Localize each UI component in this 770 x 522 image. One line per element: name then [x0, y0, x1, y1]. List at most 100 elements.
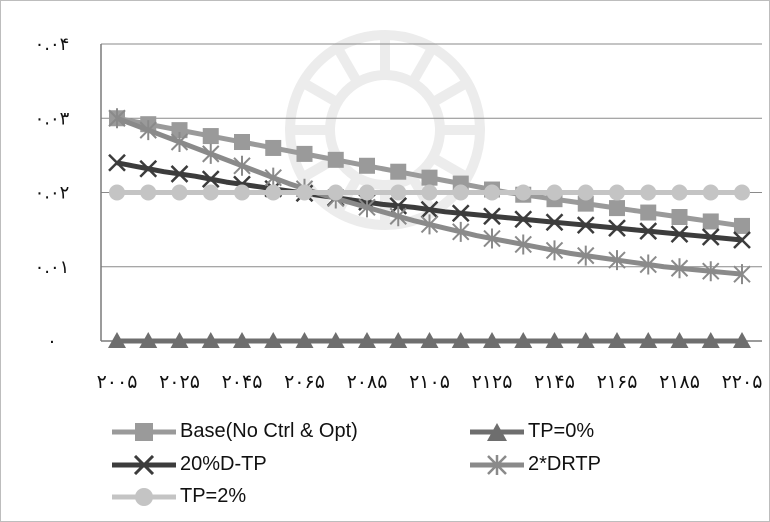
legend-item-tp0: TP=0% — [470, 420, 594, 443]
y-tick-label: ۰.۰۳ — [35, 108, 70, 129]
legend-swatch-asterisk-icon — [470, 454, 524, 475]
data-point-x — [545, 213, 564, 232]
x-tick-label: ۲۰۸۵ — [347, 371, 388, 393]
data-point-asterisk — [420, 214, 439, 235]
data-point-circle — [452, 184, 469, 201]
data-point-asterisk — [702, 261, 720, 282]
data-point-asterisk — [452, 221, 470, 242]
data-point-triangle — [608, 332, 626, 348]
data-point-circle — [640, 184, 657, 201]
data-point-triangle — [201, 332, 220, 348]
x-tick-label: ۲۱۲۵ — [472, 371, 513, 393]
data-point-circle — [546, 184, 563, 201]
data-point-triangle — [233, 332, 251, 348]
data-point-x — [483, 207, 501, 226]
data-point-asterisk — [170, 132, 189, 153]
data-point-asterisk — [233, 155, 251, 176]
data-point-x — [701, 228, 720, 246]
data-point-triangle — [545, 332, 564, 348]
data-point-triangle — [108, 332, 126, 348]
legend-swatch-square-icon — [112, 422, 176, 441]
data-point-square — [327, 151, 344, 168]
legend-label: Base(No Ctrl & Opt) — [180, 420, 358, 442]
data-point-circle — [171, 184, 188, 201]
data-point-x — [420, 200, 439, 219]
data-point-circle — [327, 184, 344, 201]
data-point-square — [577, 195, 594, 212]
y-tick-label: ۰.۰۲ — [35, 183, 70, 204]
data-point-triangle — [514, 332, 533, 348]
data-point-circle — [515, 184, 532, 201]
legend-item-20d-tp: 20%D-TP — [112, 453, 267, 476]
data-point-asterisk — [264, 167, 282, 188]
data-point-circle — [202, 184, 219, 201]
data-point-triangle — [733, 332, 751, 348]
data-point-asterisk — [483, 228, 501, 249]
data-point-circle — [577, 184, 594, 201]
x-tick-label: ۲۰۶۵ — [284, 371, 325, 393]
data-point-x — [639, 222, 658, 240]
x-tick-label: ۲۱۴۵ — [534, 371, 575, 393]
data-point-square — [171, 122, 188, 139]
data-point-x — [608, 219, 626, 238]
data-point-triangle — [639, 332, 658, 348]
data-point-circle — [702, 184, 719, 201]
data-point-asterisk — [358, 197, 376, 218]
data-point-triangle — [451, 332, 470, 348]
x-tick-label: ۲۱۶۵ — [597, 371, 638, 393]
x-tick-label: ۲۱۸۵ — [659, 371, 700, 393]
legend-label: TP=0% — [528, 420, 595, 442]
data-point-square — [421, 169, 438, 186]
data-point-asterisk — [108, 108, 126, 129]
legend-item-base: Base(No Ctrl & Opt) — [112, 420, 358, 443]
x-tick-label: ۲۱۰۵ — [409, 371, 450, 393]
data-point-triangle — [264, 332, 283, 348]
data-point-triangle — [326, 332, 345, 348]
data-point-circle — [390, 184, 407, 201]
data-point-asterisk — [608, 250, 626, 271]
data-point-asterisk — [202, 143, 220, 164]
data-point-circle — [265, 184, 282, 201]
data-point-x — [170, 165, 189, 183]
data-point-circle — [234, 184, 250, 201]
legend-label: 20%D-TP — [180, 453, 267, 475]
data-point-asterisk — [389, 206, 407, 227]
data-point-square — [734, 217, 750, 234]
series-TP=0% — [108, 332, 751, 348]
data-point-x — [514, 210, 533, 229]
data-point-square — [640, 204, 657, 221]
data-point-asterisk — [639, 254, 657, 275]
data-point-square — [702, 213, 719, 230]
data-point-triangle — [483, 332, 501, 348]
data-point-circle — [109, 184, 125, 201]
y-axis-tick-labels: ۰ ۰.۰۱ ۰.۰۲ ۰.۰۳ ۰.۰۴ — [35, 34, 70, 352]
x-tick-label: ۲۲۰۵ — [722, 371, 763, 393]
y-tick-label: ۰.۰۱ — [35, 257, 70, 278]
data-point-square — [390, 163, 407, 180]
data-point-x — [451, 204, 470, 223]
data-point-circle — [359, 184, 375, 201]
data-point-triangle — [389, 332, 408, 348]
data-point-square — [609, 200, 625, 217]
data-point-triangle — [701, 332, 720, 348]
data-point-x — [733, 231, 751, 249]
x-axis: ۲۰۰۵ ۲۰۲۵ ۲۰۴۵ ۲۰۶۵ ۲۰۸۵ ۲۱۰۵ ۲۱۲۵ ۲۱۴۵ ۲۱۶۵ ۲۱۸۵… — [97, 371, 763, 393]
data-point-triangle — [670, 332, 689, 348]
y-tick-label: ۰ — [47, 331, 57, 352]
data-point-triangle — [358, 332, 376, 348]
data-point-asterisk — [514, 234, 532, 255]
x-tick-label: ۲۰۰۵ — [97, 371, 138, 393]
data-point-triangle — [139, 332, 158, 348]
data-point-x — [139, 159, 158, 178]
data-point-square — [234, 134, 250, 151]
x-tick-label: ۲۰۲۵ — [159, 371, 200, 393]
legend-label: 2*DRTP — [528, 453, 601, 475]
data-point-circle — [609, 184, 625, 201]
series-TP=2% — [109, 184, 750, 201]
data-point-square — [265, 139, 282, 156]
data-point-circle — [421, 184, 438, 201]
data-point-triangle — [170, 332, 189, 348]
legend-label: TP=2% — [180, 485, 247, 507]
data-point-asterisk — [670, 258, 689, 279]
